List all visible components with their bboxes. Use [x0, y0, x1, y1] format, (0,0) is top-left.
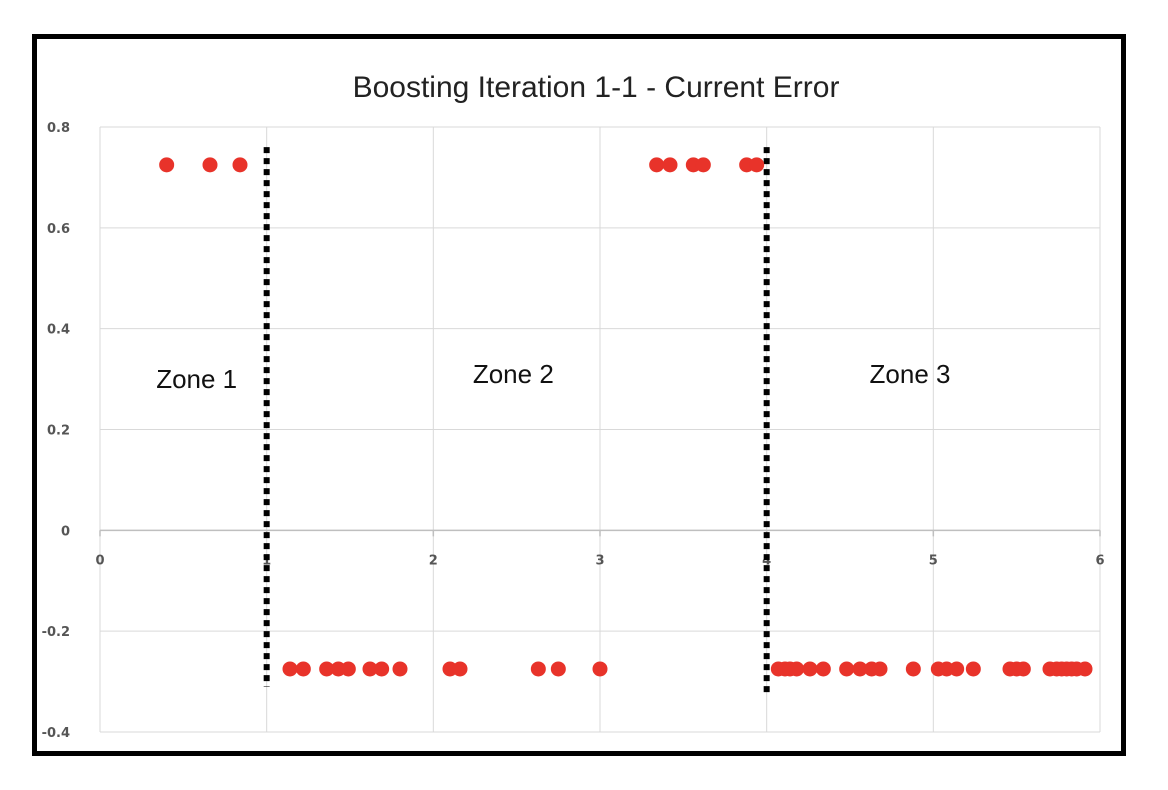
- grid: [99, 126, 1101, 733]
- y-tick-label: 0.4: [47, 323, 70, 338]
- data-point: [872, 661, 888, 677]
- data-point: [592, 661, 608, 677]
- zone-label: Zone 3: [870, 359, 951, 389]
- axes: -0.4 -0.2 0 0.2 0.4 0.6 0.8 0 1 2 3 4 5 6: [42, 121, 1105, 741]
- data-point: [550, 661, 566, 677]
- zone-label: Zone 2: [473, 359, 554, 389]
- data-point: [374, 661, 390, 677]
- data-point: [662, 157, 678, 173]
- data-point: [965, 661, 981, 677]
- data-point: [789, 661, 805, 677]
- data-point: [839, 661, 855, 677]
- data-point: [232, 157, 248, 173]
- x-tick-label: 0: [95, 553, 104, 568]
- x-tick-label: 2: [429, 553, 438, 568]
- data-point: [1077, 661, 1093, 677]
- x-tick-label: 4: [762, 553, 771, 568]
- data-point: [530, 661, 546, 677]
- data-point: [295, 661, 311, 677]
- data-point: [815, 661, 831, 677]
- x-tick-label: 6: [1095, 553, 1104, 568]
- y-tick-label: 0: [61, 524, 70, 539]
- data-point: [905, 661, 921, 677]
- data-point: [362, 661, 378, 677]
- data-point: [649, 157, 665, 173]
- data-point: [340, 661, 356, 677]
- y-tick-label: -0.2: [42, 625, 70, 640]
- data-point: [452, 661, 468, 677]
- x-tick-label: 1: [262, 553, 271, 568]
- data-point: [392, 661, 408, 677]
- zone-labels: Zone 1 Zone 2 Zone 3: [156, 359, 950, 394]
- chart-title: Boosting Iteration 1-1 - Current Error: [353, 71, 840, 104]
- zone-dividers: [263, 147, 770, 697]
- data-point: [1015, 661, 1031, 677]
- y-tick-label: 0.8: [47, 121, 70, 136]
- data-point: [319, 661, 335, 677]
- data-points: [159, 157, 1093, 677]
- data-point: [749, 157, 765, 173]
- x-tick-label: 5: [929, 553, 938, 568]
- y-tick-label: 0.2: [47, 424, 70, 439]
- data-point: [695, 157, 711, 173]
- data-point: [802, 661, 818, 677]
- zone-label: Zone 1: [156, 364, 237, 394]
- scatter-chart: Boosting Iteration 1-1 - Current Error -…: [42, 71, 1105, 741]
- data-point: [202, 157, 218, 173]
- chart-frame: Boosting Iteration 1-1 - Current Error -…: [32, 34, 1126, 756]
- data-point: [949, 661, 965, 677]
- y-tick-label: -0.4: [42, 726, 70, 741]
- data-point: [282, 661, 298, 677]
- data-point: [159, 157, 175, 173]
- data-point: [852, 661, 868, 677]
- y-tick-label: 0.6: [47, 222, 70, 237]
- x-tick-label: 3: [595, 553, 604, 568]
